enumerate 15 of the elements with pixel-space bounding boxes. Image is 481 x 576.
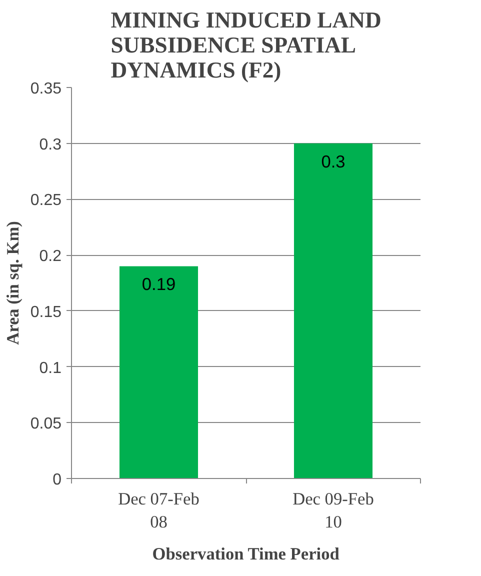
text: 0 <box>52 472 62 488</box>
data-label: 0.3 <box>321 151 346 172</box>
text: 0.25 <box>30 192 62 210</box>
text: 0.1 <box>39 360 62 377</box>
x-tick-label: Dec 07-Feb 08 <box>118 490 200 532</box>
x-tick-label: Dec 09-Feb 10 <box>292 490 374 532</box>
text: 0.05 <box>30 416 62 433</box>
x-axis-title: Observation Time Period <box>152 544 340 564</box>
chart-title: MINING INDUCED LAND SUBSIDENCE SPATIAL DYNAMICS (F2) <box>110 8 382 82</box>
data-label: 0.19 <box>142 274 176 294</box>
text: 0.2 <box>39 248 62 266</box>
text: 0.3 <box>39 136 62 154</box>
y-axis-title: Area (in sq. Km) <box>3 220 22 345</box>
text: 0.15 <box>30 304 62 321</box>
text: 0.35 <box>30 80 62 98</box>
